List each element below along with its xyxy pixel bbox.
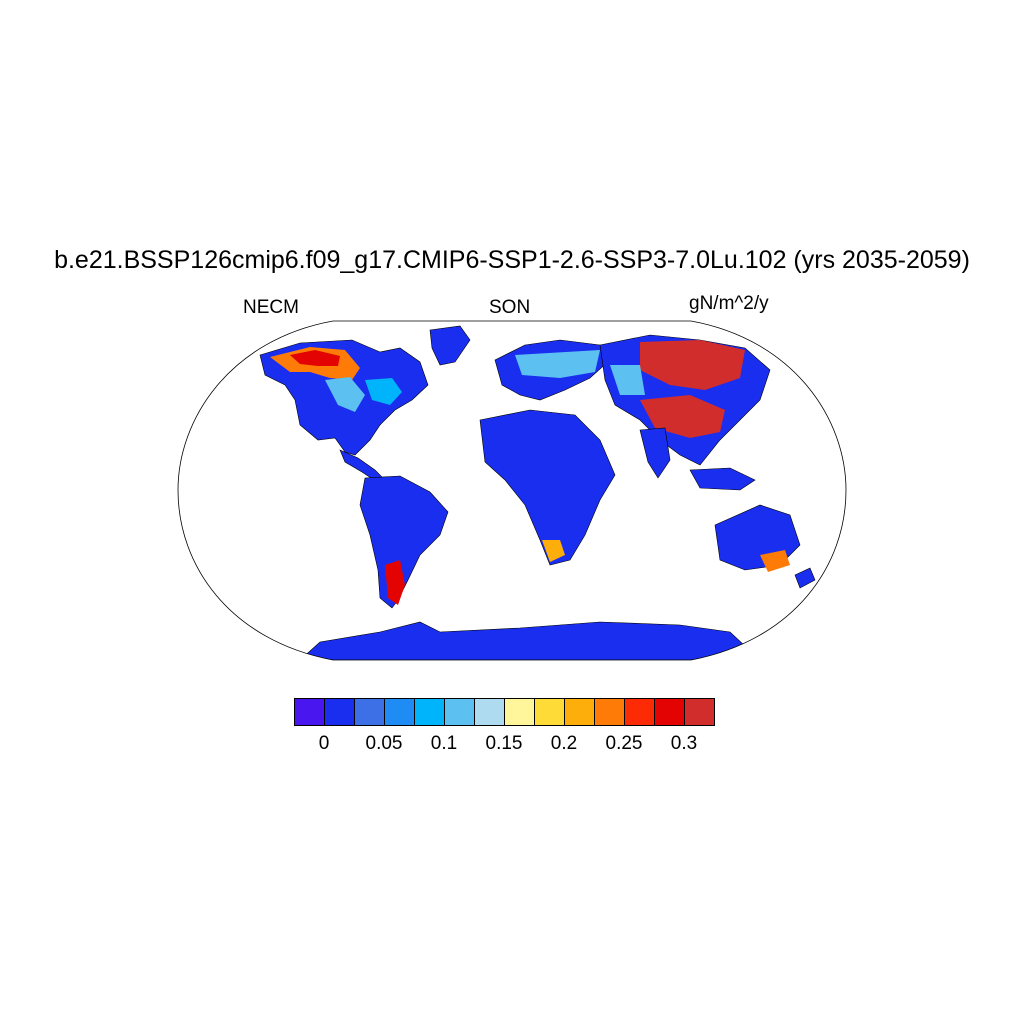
colorbar-label: 0.05 — [365, 733, 403, 754]
colorbar-swatch — [445, 699, 475, 725]
greenland — [429, 325, 471, 366]
india — [639, 427, 671, 479]
colorbar-label: 0.2 — [550, 733, 578, 754]
map-title: b.e21.BSSP126cmip6.f09_g17.CMIP6-SSP1-2.… — [54, 246, 970, 274]
south-america — [359, 475, 449, 609]
colorbar-swatch — [475, 699, 505, 725]
colorbar-swatch — [685, 699, 714, 725]
colorbar — [294, 698, 715, 726]
subtitle-left: NECM — [243, 297, 299, 318]
colorbar-swatch — [535, 699, 565, 725]
southeast-asia — [689, 467, 756, 491]
subtitle-center: SON — [489, 297, 531, 318]
colorbar-swatch — [505, 699, 535, 725]
north-america-mid — [325, 377, 365, 412]
colorbar-swatch — [415, 699, 445, 725]
north-america-east — [365, 378, 402, 405]
colorbar-swatch — [565, 699, 595, 725]
colorbar-swatch — [325, 699, 355, 725]
globe-outline — [177, 320, 847, 661]
asia-north-hotspot — [640, 340, 745, 390]
colorbar-swatch — [655, 699, 685, 725]
colorbar-swatch — [595, 699, 625, 725]
antarctica — [299, 621, 761, 660]
colorbar-label: 0.3 — [670, 733, 698, 754]
colorbar-swatch — [385, 699, 415, 725]
north-america-hotspot-core — [290, 350, 340, 366]
africa — [479, 409, 616, 566]
europe-band — [515, 350, 600, 378]
australia-southeast — [760, 550, 790, 572]
units-label: gN/m^2/y — [689, 293, 769, 314]
colorbar-label: 0.1 — [430, 733, 458, 754]
south-america-south — [385, 560, 405, 605]
africa-south — [542, 540, 565, 562]
colorbar-label: 0.15 — [485, 733, 523, 754]
colorbar-swatch — [625, 699, 655, 725]
colorbar-swatch — [355, 699, 385, 725]
colorbar-swatch — [295, 699, 325, 725]
asia-china-hotspot — [640, 395, 725, 438]
asia-mid — [610, 365, 645, 395]
new-zealand — [794, 567, 816, 589]
colorbar-label: 0.25 — [605, 733, 643, 754]
colorbar-label: 0 — [318, 733, 330, 754]
